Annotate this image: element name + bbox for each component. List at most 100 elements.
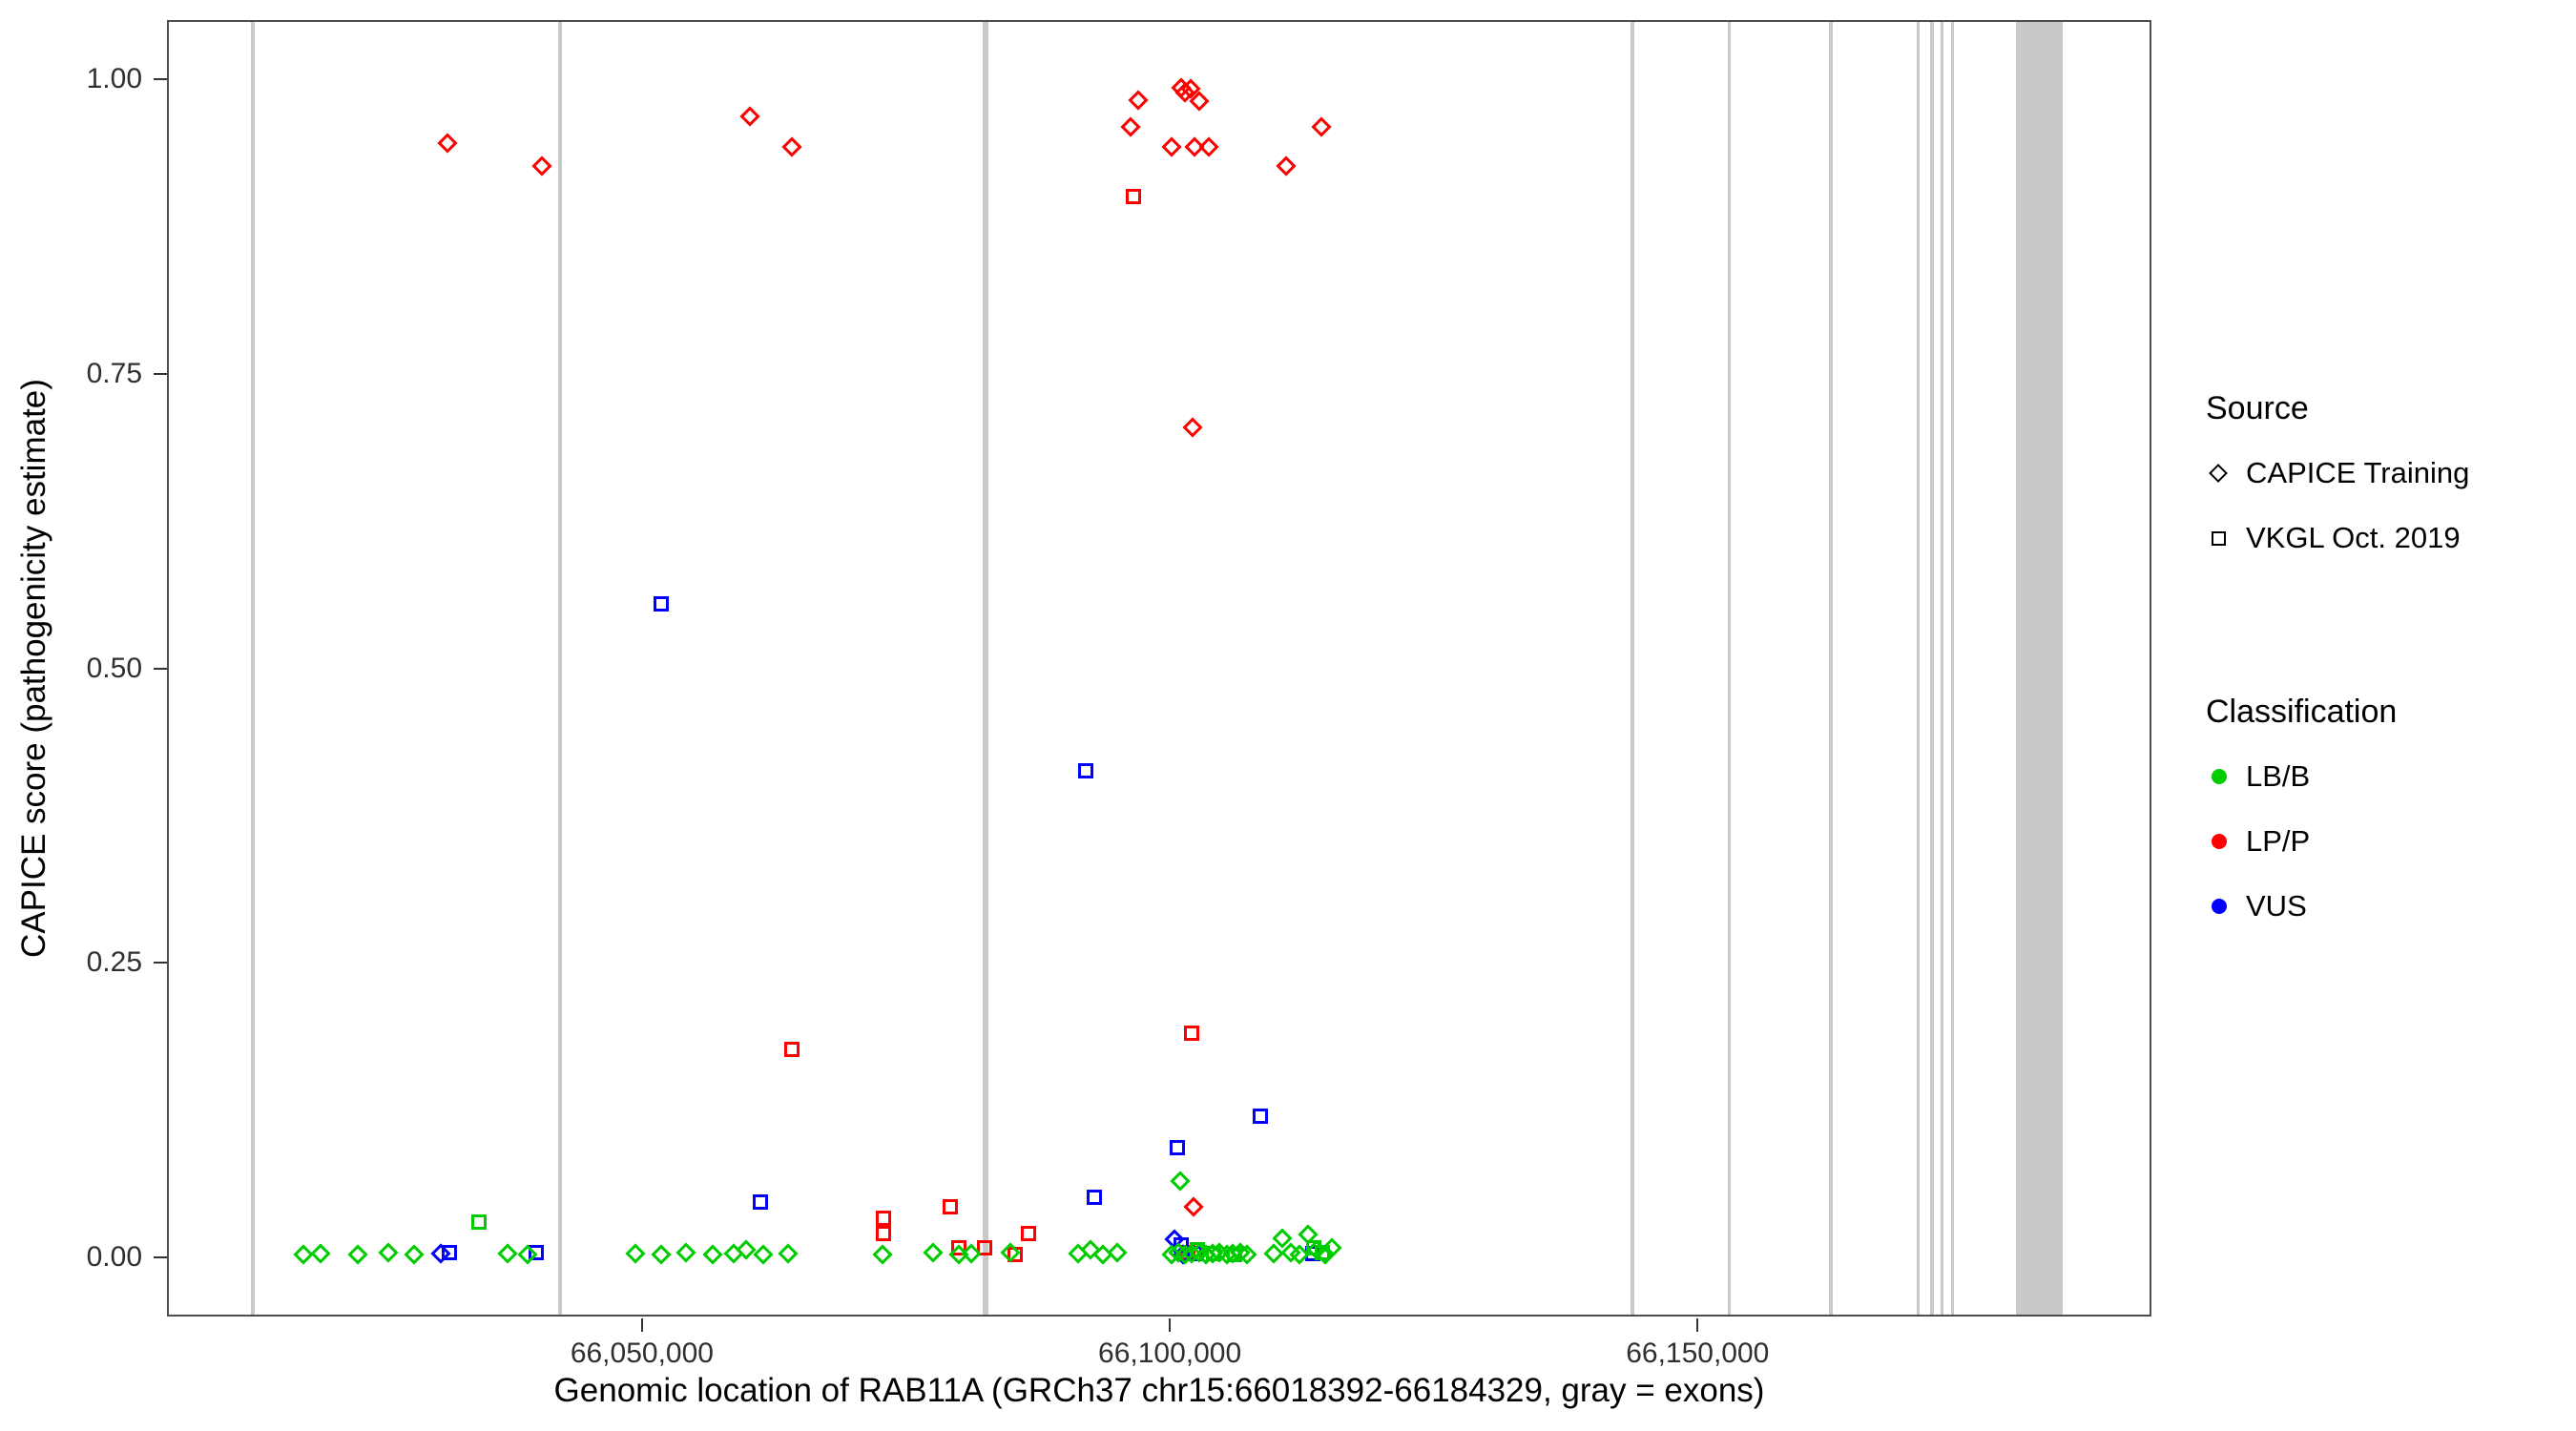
legend-item-lp-p: LP/P [2206,820,2568,862]
square-point [876,1211,891,1226]
legend-item-label: VKGL Oct. 2019 [2246,521,2461,554]
diamond-point [625,1243,646,1264]
legend-item-capice-training: CAPICE Training [2206,452,2568,494]
legend-source-items: CAPICE Training VKGL Oct. 2019 [2206,452,2568,559]
plot-panel [167,20,2151,1317]
legend-item-label: LB/B [2246,759,2311,793]
diamond-point [1183,1195,1204,1217]
legend-item-vkgl-oct-2019: VKGL Oct. 2019 [2206,517,2568,559]
square-point [1187,1246,1203,1261]
exon-bar [1630,22,1634,1315]
diamond-point [1311,116,1332,137]
square-point [1227,1247,1243,1263]
diamond-point [753,1244,774,1265]
legend: Source CAPICE Training VKGL Oct. 2019 Cla… [2206,389,2568,950]
legend-classification-group: Classification LB/B LP/P VUS [2206,693,2568,927]
circle-icon [2206,887,2246,925]
square-point [950,1239,966,1255]
diamond-point [1106,1242,1128,1263]
legend-item-label: CAPICE Training [2246,456,2470,489]
legend-item-vus: VUS [2206,885,2568,927]
legend-classification-title: Classification [2206,694,2398,730]
x-tick-label: 66,100,000 [1098,1338,1242,1369]
exon-layer [169,22,2150,1315]
square-point [977,1239,993,1255]
x-tick-mark [1696,1318,1699,1332]
x-axis-ticks: 66,050,000 66,100,000 66,150,000 [167,1318,2151,1376]
diamond-icon [2206,454,2246,492]
diamond-point [675,1242,696,1263]
circle-icon [2206,757,2246,796]
exon-bar [983,22,988,1315]
square-point [1008,1247,1024,1263]
x-tick-mark [640,1318,643,1332]
square-point [653,596,669,612]
diamond-glyph [2209,464,2228,483]
y-tick-mark [154,372,167,375]
square-point [1189,1242,1205,1258]
square-point [752,1193,768,1210]
square-glyph [2212,530,2226,546]
diamond-point [1170,1170,1191,1192]
points-layer [169,22,2150,1315]
square-point [1174,1237,1189,1254]
y-tick-mark [154,77,167,80]
diamond-point [778,1243,799,1264]
square-point [1206,1246,1222,1261]
exon-bar [557,22,562,1315]
diamond-point [437,133,458,154]
legend-item-label: LP/P [2246,824,2311,858]
x-axis-title: Genomic location of RAB11A (GRCh37 chr15… [553,1372,1765,1409]
square-point [442,1244,458,1260]
legend-classification-items: LB/B LP/P VUS [2206,756,2568,927]
exon-bar [1916,22,1921,1315]
diamond-point [530,156,552,176]
diamond-point [292,1244,314,1265]
square-point [1020,1226,1036,1241]
diamond-point [1120,116,1141,137]
exon-bar [1950,22,1955,1315]
diamond-point [781,136,802,157]
diamond-point [738,106,760,127]
diamond-point [1128,89,1149,111]
legend-source-group: Source CAPICE Training VKGL Oct. 2019 [2206,389,2568,559]
circle-glyph [2212,899,2227,914]
exon-bar [1727,22,1732,1315]
square-point [942,1198,958,1214]
diamond-point [404,1244,425,1265]
x-tick-label: 66,050,000 [570,1338,714,1369]
square-point [1184,1026,1200,1041]
y-tick-label: 1.00 [86,62,142,94]
y-tick-label: 0.50 [86,652,142,684]
diamond-point [1198,136,1219,157]
square-point [783,1042,800,1058]
circle-icon [2206,822,2246,861]
legend-item-label: VUS [2246,889,2307,923]
square-point [1078,762,1094,778]
y-tick-mark [154,1256,167,1259]
square-point [471,1213,488,1230]
square-icon [2206,519,2246,557]
square-point [1087,1189,1103,1205]
x-tick-label: 66,150,000 [1626,1338,1770,1369]
diamond-point [702,1244,723,1265]
square-point [1306,1239,1322,1255]
diamond-point [310,1243,331,1264]
diamond-point [347,1244,368,1265]
diamond-point [497,1243,518,1264]
diamond-point [650,1244,672,1265]
y-tick-label: 0.75 [86,357,142,389]
y-tick-label: 0.25 [86,946,142,979]
y-tick-label: 0.00 [86,1241,142,1274]
exon-bar [1940,22,1944,1315]
x-tick-mark [1169,1318,1172,1332]
exon-bar [251,22,256,1315]
exon-bar [1829,22,1834,1315]
diamond-point [923,1242,944,1263]
exon-bar [2016,22,2063,1315]
y-tick-mark [154,962,167,964]
legend-item-lb-b: LB/B [2206,756,2568,798]
diamond-point [1275,156,1297,176]
circle-glyph [2212,769,2227,784]
